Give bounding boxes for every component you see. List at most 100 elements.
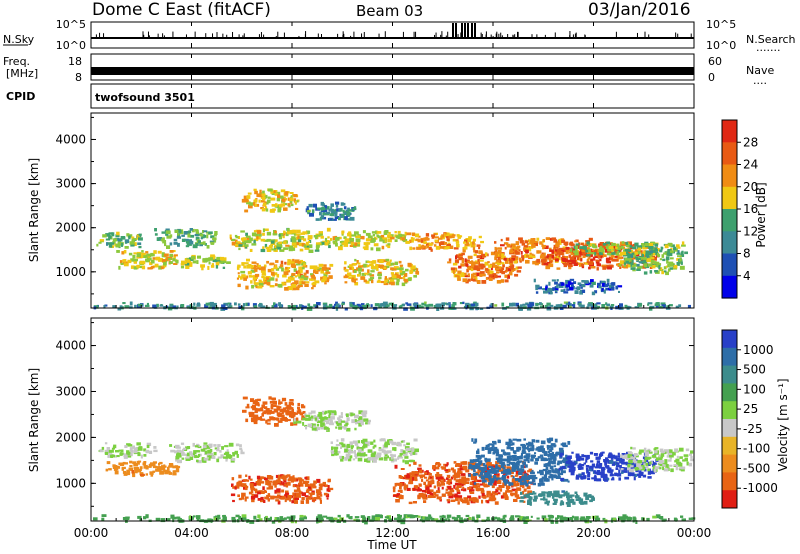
- data-cell: [267, 482, 272, 486]
- data-cell: [208, 458, 211, 461]
- data-cell: [547, 462, 551, 466]
- data-cell: [351, 234, 357, 237]
- data-cell: [647, 302, 653, 305]
- data-cell: [270, 416, 273, 420]
- data-cell: [292, 229, 297, 234]
- data-cell: [474, 250, 478, 254]
- data-cell: [197, 445, 202, 449]
- data-cell: [283, 480, 287, 483]
- data-cell: [313, 269, 316, 274]
- data-cell: [549, 255, 552, 259]
- data-cell: [196, 443, 199, 447]
- data-cell: [627, 472, 631, 477]
- data-cell: [458, 478, 462, 482]
- data-cell: [569, 251, 573, 254]
- data-cell: [425, 236, 429, 241]
- data-cell: [506, 471, 511, 475]
- data-cell: [274, 283, 278, 287]
- data-cell: [687, 304, 691, 308]
- data-cell: [636, 264, 640, 267]
- data-cell: [370, 260, 375, 264]
- data-cell: [481, 493, 485, 497]
- data-cell: [530, 447, 535, 451]
- data-cell: [465, 481, 470, 484]
- data-cell: [373, 307, 378, 311]
- data-cell: [579, 498, 584, 503]
- data-cell: [161, 252, 165, 256]
- data-cell: [259, 418, 263, 421]
- data-cell: [473, 465, 479, 469]
- data-cell: [535, 287, 538, 291]
- data-cell: [250, 484, 255, 489]
- data-cell: [608, 452, 612, 455]
- data-cell: [174, 450, 178, 454]
- data-cell: [138, 233, 142, 236]
- data-cell: [549, 304, 554, 307]
- data-cell: [196, 303, 201, 307]
- data-cell: [276, 488, 281, 493]
- data-cell: [417, 488, 422, 492]
- data-cell: [647, 468, 650, 472]
- data-cell: [303, 244, 307, 248]
- data-cell: [352, 458, 356, 461]
- data-cell: [134, 469, 138, 474]
- data-cell: [527, 490, 533, 495]
- data-cell: [587, 473, 591, 478]
- data-cell: [638, 451, 642, 455]
- data-cell: [549, 448, 553, 453]
- data-cell: [530, 454, 536, 459]
- data-cell: [408, 501, 413, 505]
- data-cell: [123, 462, 128, 465]
- data-cell: [156, 466, 161, 469]
- data-cell: [634, 455, 639, 458]
- data-cell: [668, 304, 673, 307]
- data-cell: [353, 206, 357, 209]
- data-cell: [203, 230, 208, 233]
- data-cell: [518, 257, 522, 262]
- freq-label-line2: [MHz]: [6, 67, 38, 80]
- data-cell: [506, 463, 511, 466]
- data-cell: [483, 470, 488, 474]
- data-cell: [302, 305, 307, 309]
- data-cell: [144, 304, 150, 307]
- data-cell: [358, 410, 363, 415]
- data-cell: [344, 448, 348, 453]
- data-cell: [278, 236, 282, 240]
- data-cell: [504, 458, 509, 462]
- data-cell: [118, 449, 124, 452]
- data-cell: [248, 275, 252, 278]
- data-cell: [370, 266, 376, 270]
- data-cell: [566, 503, 571, 507]
- data-cell: [187, 263, 193, 267]
- data-cell: [108, 468, 112, 471]
- data-cell: [679, 265, 685, 270]
- data-cell: [354, 453, 358, 457]
- data-cell: [501, 262, 505, 265]
- data-cell: [452, 474, 456, 478]
- data-cell: [589, 284, 594, 288]
- data-cell: [418, 464, 422, 467]
- data-cell: [519, 481, 525, 486]
- data-cell: [566, 497, 570, 501]
- data-cell: [478, 235, 482, 239]
- data-cell: [310, 307, 313, 311]
- data-cell: [488, 277, 493, 281]
- data-cell: [241, 262, 245, 266]
- data-cell: [399, 264, 404, 267]
- data-cell: [243, 244, 249, 247]
- data-cell: [575, 455, 581, 458]
- data-cell: [546, 493, 550, 497]
- data-cell: [505, 441, 511, 446]
- data-cell: [413, 267, 418, 271]
- data-cell: [238, 497, 242, 501]
- data-cell: [543, 474, 548, 479]
- data-cell: [324, 282, 327, 285]
- data-cell: [602, 246, 607, 250]
- data-cell: [497, 257, 500, 260]
- data-cell: [389, 259, 392, 262]
- data-cell: [454, 493, 458, 498]
- data-cell: [210, 301, 214, 306]
- data-cell: [619, 266, 622, 269]
- data-cell: [494, 447, 497, 451]
- data-cell: [364, 272, 369, 275]
